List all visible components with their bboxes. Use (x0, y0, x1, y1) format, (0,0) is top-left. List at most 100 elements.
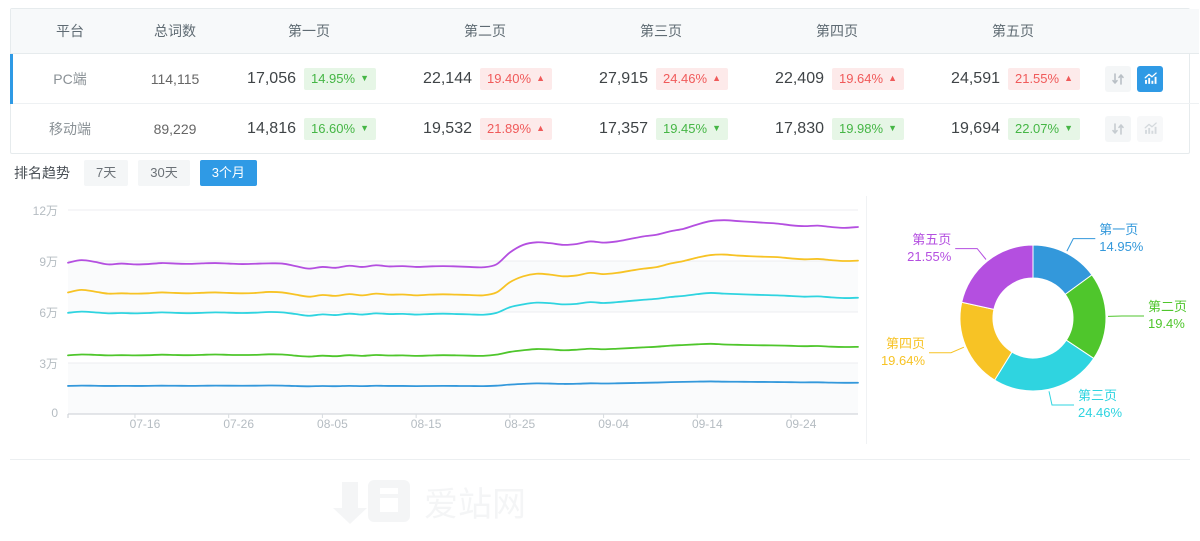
page-pct-value: 24.46% (662, 70, 708, 86)
page-pct-value: 16.60% (310, 120, 356, 136)
cell-page-3: 27,915 24.46% ▲ (573, 54, 749, 104)
x-axis-tick-label: 07-16 (129, 417, 161, 431)
tab-3-months[interactable]: 3个月 (199, 160, 257, 186)
donut-label-value: 19.64% (880, 352, 926, 368)
y-axis-tick-label: 9万 (39, 255, 58, 269)
cell-actions (1101, 104, 1199, 154)
donut-label: 第一页 14.95% (1099, 221, 1191, 255)
cell-page-5: 24,591 21.55% ▲ (925, 54, 1101, 104)
charts-area: 爱站网 0 3万 6万 9万 12万 07-16 07-26 08-05 08-15 08-25 0… (0, 192, 1200, 524)
x-axis-tick-label: 07-26 (223, 417, 255, 431)
page-pct-badge: 21.89% ▲ (479, 117, 552, 140)
cell-page-1: 14,816 16.60% ▼ (221, 104, 397, 154)
sort-icon[interactable] (1105, 65, 1131, 92)
site-watermark: 爱站网 (328, 474, 528, 536)
platform-label: PC端 (53, 70, 87, 87)
trend-title: 排名趋势 (14, 165, 70, 181)
donut-segment[interactable] (961, 244, 1034, 310)
page-pct-value: 22.07% (1014, 120, 1060, 136)
table-row[interactable]: PC端 114,115 17,056 14.95% ▼ (10, 53, 1199, 104)
cell-platform: PC端 (10, 53, 129, 104)
page-pct-badge: 19.45% ▼ (655, 117, 728, 140)
chart-icon[interactable] (1137, 65, 1163, 92)
cell-platform: 移动端 (11, 104, 129, 154)
donut-label: 第五页 21.55% (859, 231, 951, 265)
table-header: 平台 总词数 第一页 第二页 第三页 第四页 第五页 (11, 9, 1199, 54)
cell-page-2: 22,144 19.40% ▲ (397, 54, 573, 104)
donut-label-value: 14.95% (1099, 238, 1144, 254)
page-pct-value: 14.95% (310, 70, 356, 86)
page-pct-badge: 14.95% ▼ (303, 67, 376, 90)
cell-actions (1101, 54, 1199, 104)
page-pct-value: 19.40% (486, 70, 532, 86)
rank-trend-line-chart[interactable]: 爱站网 0 3万 6万 9万 12万 07-16 07-26 08-05 08-15 08-25 0… (10, 192, 865, 524)
row-selected-indicator (10, 53, 13, 104)
donut-label-name: 第三页 (1077, 387, 1117, 403)
tab-30-days[interactable]: 30天 (138, 160, 190, 186)
bottom-divider (10, 459, 1190, 460)
donut-label-value: 24.46% (1077, 404, 1123, 420)
donut-label-name: 第二页 (1147, 299, 1187, 315)
page-count: 14,816 (247, 119, 296, 137)
page-count: 17,830 (775, 119, 824, 137)
page-pct-badge: 19.64% ▲ (831, 67, 904, 90)
donut-label-name: 第五页 (912, 231, 952, 247)
donut-chart-svg (929, 238, 1144, 406)
th-page-3: 第三页 (573, 9, 749, 54)
table-row[interactable]: 移动端 89,229 14,816 16.60% ▼ (11, 103, 1199, 154)
cell-total-keywords: 114,115 (150, 70, 200, 87)
th-platform: 平台 (11, 9, 129, 54)
arrow-up-icon: ▲ (888, 73, 897, 83)
x-axis-tick-label: 09-24 (785, 417, 817, 431)
arrow-down-icon: ▼ (712, 123, 721, 133)
cell-page-4: 22,409 19.64% ▲ (749, 54, 925, 104)
platform-label: 移动端 (49, 120, 91, 137)
x-axis-tick-label: 08-25 (504, 417, 536, 431)
platform-table: 平台 总词数 第一页 第二页 第三页 第四页 第五页 PC端 (10, 9, 1199, 154)
page-count: 17,056 (247, 69, 296, 87)
page-count: 22,409 (775, 69, 824, 87)
cell-page-2: 19,532 21.89% ▲ (397, 104, 573, 154)
th-page-4: 第四页 (749, 9, 925, 54)
page-pct-badge: 21.55% ▲ (1007, 67, 1080, 90)
donut-label: 第四页 19.64% (833, 335, 925, 369)
page-count: 19,532 (423, 119, 472, 137)
table-body: PC端 114,115 17,056 14.95% ▼ (10, 53, 1199, 154)
page-pct-badge: 16.60% ▼ (303, 117, 376, 140)
x-axis-tick-label: 09-14 (691, 417, 723, 431)
line-chart-svg (67, 209, 859, 418)
chart-icon[interactable] (1137, 115, 1163, 142)
page-pct-value: 19.64% (838, 70, 884, 86)
platform-table-panel: 平台 总词数 第一页 第二页 第三页 第四页 第五页 PC端 (10, 8, 1199, 154)
table-header-row: 平台 总词数 第一页 第二页 第三页 第四页 第五页 (11, 9, 1199, 54)
arrow-down-icon: ▼ (360, 123, 369, 133)
cell-page-1: 17,056 14.95% ▼ (221, 54, 397, 104)
donut-label-value: 19.4% (1147, 316, 1185, 332)
donut-label-value: 21.55% (907, 248, 952, 264)
y-axis-tick-label: 6万 (39, 306, 58, 320)
th-actions (1101, 9, 1199, 54)
page-count: 17,357 (599, 119, 648, 137)
th-page-5: 第五页 (925, 9, 1101, 54)
arrow-down-icon: ▼ (888, 123, 897, 133)
arrow-up-icon: ▲ (536, 123, 545, 133)
arrow-up-icon: ▲ (536, 73, 545, 83)
keyword-rank-panel: 平台 总词数 第一页 第二页 第三页 第四页 第五页 PC端 (0, 8, 1200, 524)
tab-7-days[interactable]: 7天 (84, 160, 129, 186)
page-count: 22,144 (423, 69, 472, 87)
page-pct-value: 19.98% (838, 120, 884, 136)
arrow-up-icon: ▲ (1064, 73, 1073, 83)
arrow-up-icon: ▲ (712, 73, 721, 83)
watermark-text: 爱站网 (424, 486, 526, 524)
sort-icon[interactable] (1105, 115, 1131, 142)
cell-page-3: 17,357 19.45% ▼ (573, 104, 749, 154)
page-pct-value: 21.55% (1014, 70, 1060, 86)
y-axis-tick-label: 3万 (39, 357, 58, 371)
page-count: 19,694 (951, 119, 1000, 137)
arrow-down-icon: ▼ (1064, 123, 1073, 133)
trend-toolbar: 排名趋势 7天 30天 3个月 (14, 160, 257, 186)
page-distribution-donut-chart[interactable]: 第一页 14.95% 第二页 19.4% 第三页 24.46% 第四页 19.64% 第五页 21… (866, 192, 1200, 450)
page-pct-value: 19.45% (662, 120, 708, 136)
x-axis-tick-label: 08-15 (410, 417, 442, 431)
arrow-down-icon: ▼ (360, 73, 369, 83)
